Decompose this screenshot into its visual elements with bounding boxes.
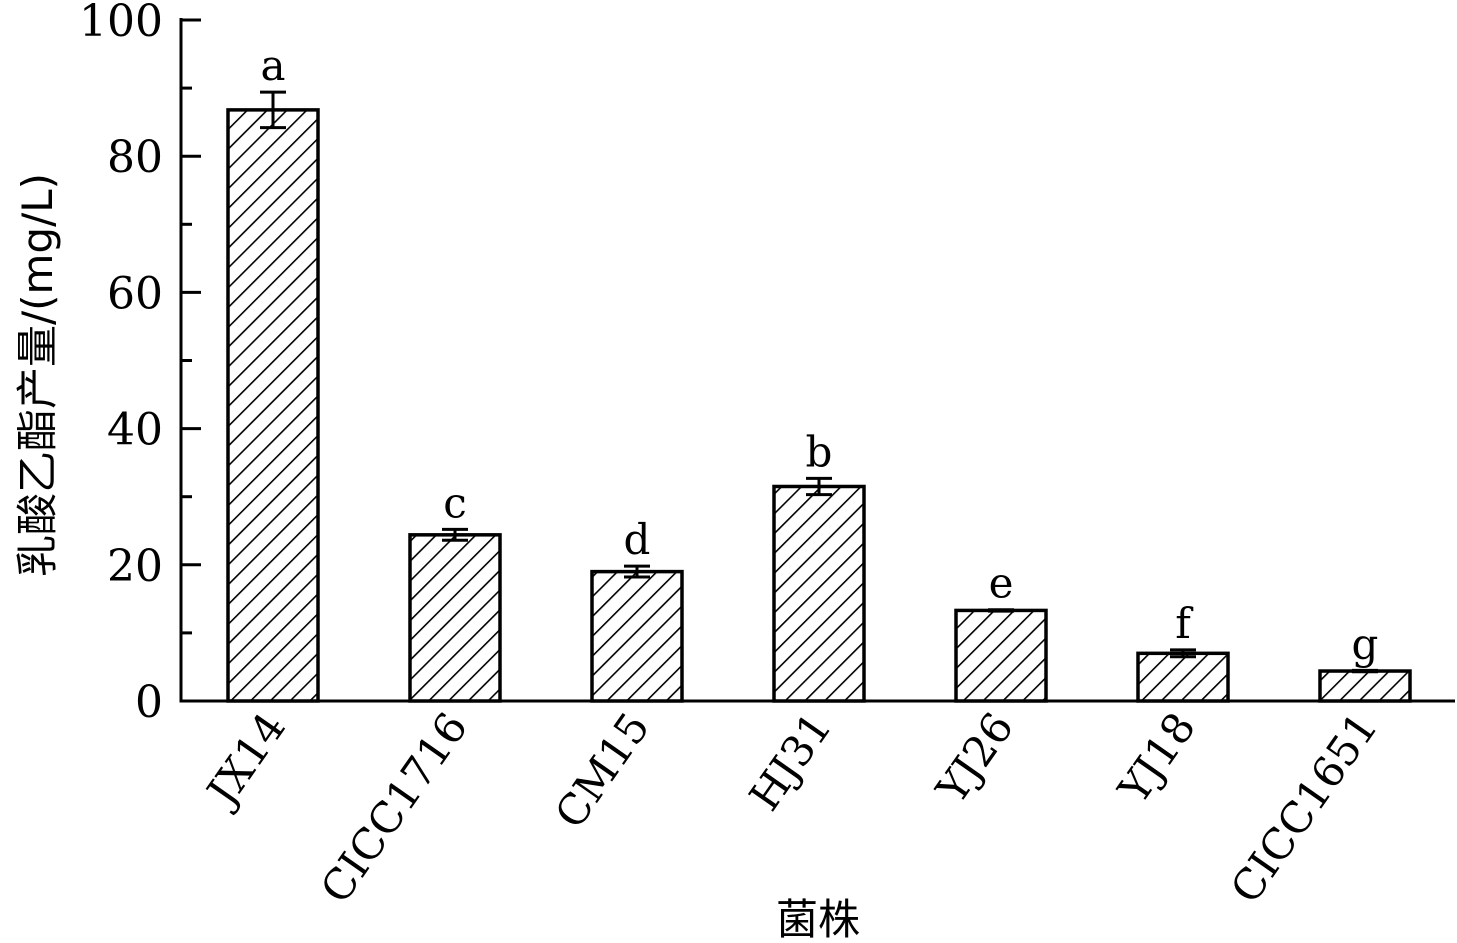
bar — [954, 608, 1048, 703]
error-bars-group — [260, 90, 1378, 674]
x-tick-label: YJ26 — [926, 704, 1023, 813]
significance-label: c — [443, 478, 467, 527]
x-tick-label: JX14 — [195, 704, 295, 817]
y-axis-title: 乳酸乙酯产量/(mg/L) — [13, 173, 62, 577]
significance-label: f — [1175, 599, 1194, 648]
significance-label: e — [989, 559, 1014, 608]
bar — [772, 484, 866, 703]
bar — [226, 108, 320, 703]
x-tick-label: YJ18 — [1108, 704, 1205, 813]
y-tick-label: 40 — [107, 405, 163, 456]
significance-label: d — [624, 515, 651, 564]
y-tick-label: 20 — [107, 541, 163, 592]
bars-group — [226, 108, 1412, 703]
y-tick-label: 0 — [135, 677, 163, 728]
bar — [408, 533, 502, 703]
y-tick-label: 60 — [107, 268, 163, 319]
bar — [1136, 651, 1230, 703]
significance-label: a — [260, 41, 285, 90]
x-tick-label: CM15 — [545, 704, 659, 837]
y-ticks-group: 0 20 40 60 80 100 — [79, 0, 201, 728]
significance-label: b — [806, 427, 833, 476]
bar — [1318, 669, 1412, 703]
x-tick-label: CICC1651 — [1221, 704, 1387, 912]
x-tick-label: CICC1716 — [311, 704, 477, 912]
x-axis-title: 菌株 — [776, 895, 860, 943]
y-tick-label: 80 — [107, 132, 163, 183]
bar — [590, 569, 684, 703]
x-tick-labels-group: JX14 CICC1716 CM15 HJ31 YJ26 YJ18 CICC1651 — [195, 704, 1387, 912]
significance-label: g — [1352, 619, 1379, 668]
x-tick-label: HJ31 — [740, 704, 841, 820]
y-tick-label: 100 — [79, 0, 163, 47]
significance-labels-group: a c d b e f g — [260, 41, 1378, 668]
